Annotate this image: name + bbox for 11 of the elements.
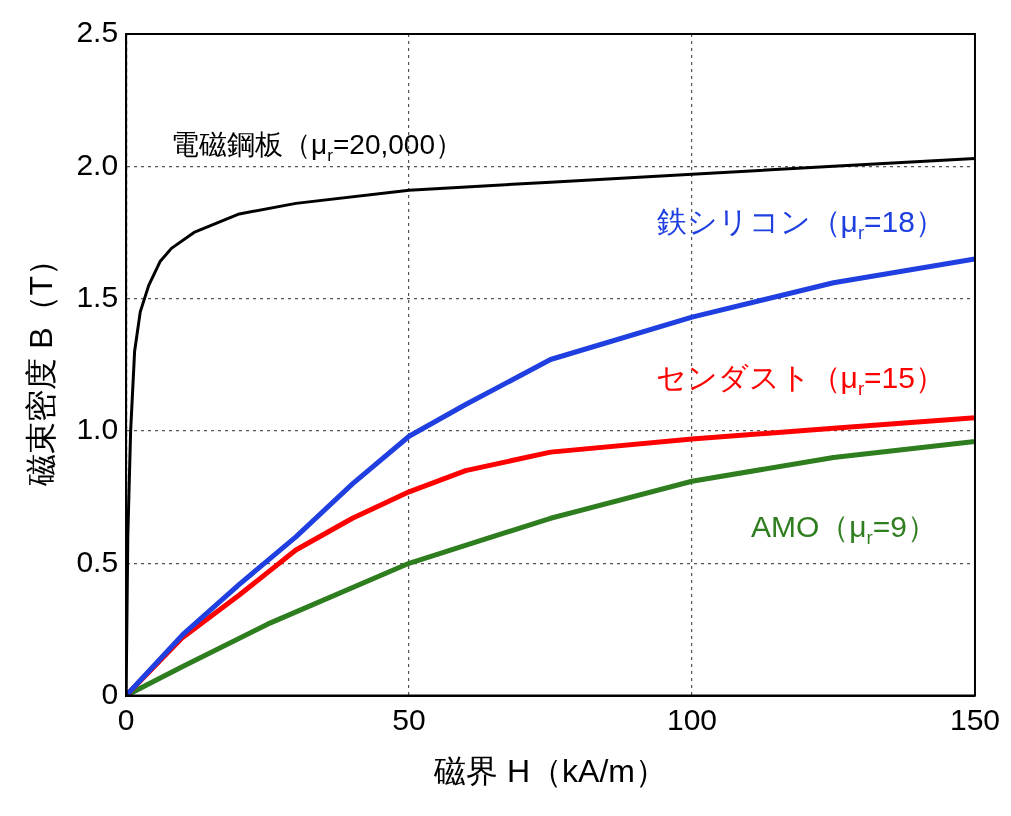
y-axis-title: 磁束密度 B（T） — [23, 243, 60, 487]
y-tick-label: 0.5 — [76, 544, 119, 578]
y-tick-label: 2.5 — [76, 15, 119, 49]
x-tick-label: 50 — [392, 702, 426, 736]
y-tick-label: 1.0 — [76, 412, 119, 446]
x-tick-label: 150 — [949, 702, 1000, 736]
y-tick-label: 0 — [101, 676, 119, 710]
x-axis-title: 磁界 H（kA/m） — [433, 752, 667, 789]
x-tick-label: 100 — [666, 702, 718, 736]
y-tick-label: 2.0 — [76, 147, 119, 181]
y-tick-label: 1.5 — [76, 279, 119, 313]
